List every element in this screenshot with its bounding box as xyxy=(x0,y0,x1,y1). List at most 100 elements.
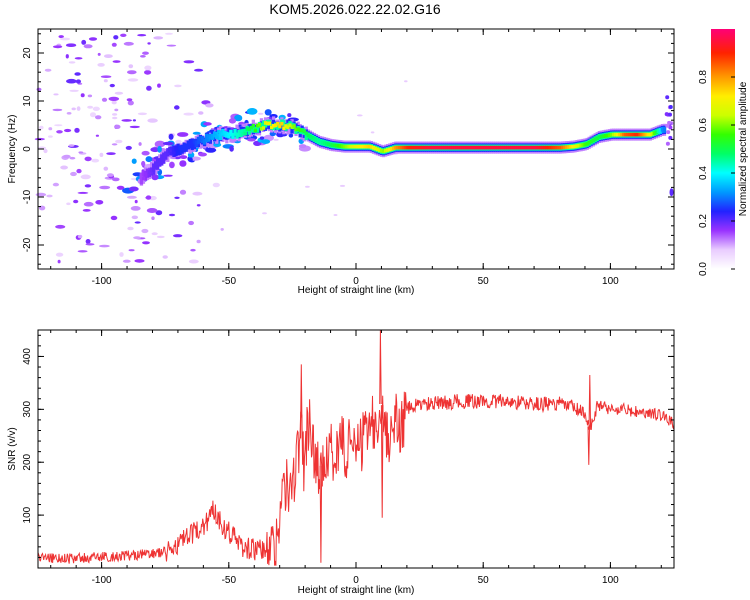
ridge-segment xyxy=(239,129,243,133)
ridge-segment xyxy=(251,123,255,128)
ridge-segment xyxy=(424,145,428,150)
ridge-segment xyxy=(172,150,176,155)
ridge-segment xyxy=(457,145,461,150)
noise-blob xyxy=(273,138,279,141)
ridge-blob xyxy=(157,145,162,153)
snr-spike xyxy=(380,405,384,518)
ridge-segment xyxy=(414,145,418,150)
ridge-segment xyxy=(219,130,223,135)
noise-blob xyxy=(66,202,71,206)
noise-blob xyxy=(55,224,66,229)
ridge-segment xyxy=(426,145,430,150)
ridge-segment xyxy=(591,138,595,143)
ridge-segment xyxy=(384,148,388,153)
noise-blob xyxy=(58,35,64,39)
ridge-segment xyxy=(518,145,522,150)
ridge-blob xyxy=(259,136,265,140)
noise-blob xyxy=(80,93,85,98)
ridge-segment xyxy=(640,132,644,137)
ridge-segment xyxy=(243,128,247,135)
noise-blob xyxy=(128,249,135,252)
ridge-segment xyxy=(634,132,638,137)
ridge-segment xyxy=(369,145,373,149)
noise-blob xyxy=(90,112,96,118)
snr-spike xyxy=(300,364,303,439)
ridge-segment xyxy=(152,163,156,170)
ridge-segment xyxy=(141,170,146,177)
noise-blob xyxy=(121,119,132,122)
ridge-segment xyxy=(204,133,209,140)
ridge-segment xyxy=(249,126,253,133)
ridge-segment xyxy=(188,145,192,149)
ridge-segment xyxy=(624,132,628,137)
noise-blob xyxy=(194,68,204,72)
edge-blob xyxy=(669,188,674,197)
noise-blob xyxy=(99,185,111,190)
ridge-segment xyxy=(365,144,369,149)
noise-blob xyxy=(95,115,102,120)
ridge-segment xyxy=(296,127,300,131)
ridge-segment xyxy=(390,147,394,151)
ridge-segment xyxy=(573,144,577,149)
noise-blob xyxy=(92,106,100,112)
noise-blob xyxy=(137,34,147,37)
noise-blob xyxy=(112,177,120,182)
ridge-segment xyxy=(498,145,502,150)
noise-blob xyxy=(146,85,152,91)
ridge-blob xyxy=(234,114,243,122)
ridge-segment xyxy=(192,140,196,144)
ridge-segment xyxy=(290,125,294,134)
ridge-segment xyxy=(538,145,542,150)
ridge-segment xyxy=(416,145,420,150)
y-tick-label: -10 xyxy=(22,189,33,204)
ridge-segment xyxy=(204,138,209,143)
ridge-segment xyxy=(176,149,180,154)
x-tick-label: 0 xyxy=(353,276,359,287)
noise-blob xyxy=(84,156,92,162)
noise-blob xyxy=(188,220,195,226)
ridge-segment xyxy=(184,144,188,148)
ridge-segment xyxy=(430,145,435,150)
noise-blob xyxy=(60,165,68,170)
ridge-segment xyxy=(540,145,544,150)
noise-blob xyxy=(144,65,152,71)
ridge-segment xyxy=(270,125,274,130)
ridge-segment xyxy=(312,137,317,141)
ridge-segment xyxy=(316,139,321,143)
ridge-segment xyxy=(320,140,325,145)
snr-panel: -100 -50 0 50 100 100 200 300 400 Height of stra… xyxy=(7,329,675,596)
ridge-segment xyxy=(453,145,457,150)
noise-blob xyxy=(140,55,146,58)
ridge-segment xyxy=(404,145,408,150)
noise-blob xyxy=(56,130,63,134)
noise-blob xyxy=(80,174,91,180)
noise-blob xyxy=(142,241,150,245)
edge-blob xyxy=(666,130,671,135)
ridge-segment xyxy=(616,132,620,137)
ridge-segment xyxy=(396,145,400,150)
x-tick-label: -100 xyxy=(92,575,112,586)
ridge-segment xyxy=(233,132,237,136)
noise-blob xyxy=(333,214,338,216)
noise-blob xyxy=(132,119,136,122)
ridge-segment xyxy=(308,134,312,139)
noise-blob xyxy=(77,250,88,253)
ridge-segment xyxy=(186,145,190,150)
ridge-segment xyxy=(139,176,144,185)
ridge-segment xyxy=(392,146,396,150)
ridge-segment xyxy=(339,144,343,148)
noise-blob xyxy=(114,108,119,112)
ridge-segment xyxy=(160,154,164,161)
ridge-blob xyxy=(247,138,256,142)
noise-blob xyxy=(46,194,53,198)
ridge-segment xyxy=(280,121,284,126)
ridge-segment xyxy=(526,145,530,150)
spectrogram-border xyxy=(37,28,675,270)
ridge-segment xyxy=(247,127,251,131)
noise-blob xyxy=(356,114,363,117)
ridge-segment xyxy=(520,145,524,150)
ridge-segment xyxy=(530,145,534,150)
ridge-segment xyxy=(209,135,213,139)
noise-blob xyxy=(134,259,145,263)
